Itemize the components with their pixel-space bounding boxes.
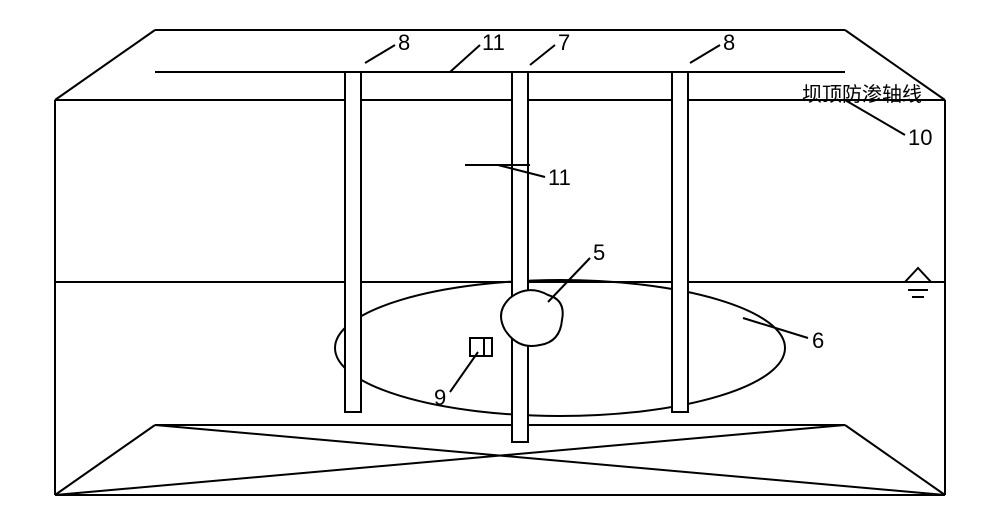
label-8b: 8 [723,30,735,56]
small-box [470,338,492,356]
borehole-left [345,72,361,412]
label-axis-cn: 坝顶防渗轴线 [802,78,922,107]
leader-8b [690,45,720,63]
label-11b: 11 [548,165,571,191]
box-diag-1 [55,425,845,495]
leader-11a [450,45,480,72]
blob-shape [501,290,563,346]
label-7: 7 [558,30,570,56]
boreholes [345,72,688,442]
leader-6 [743,318,808,338]
box-top-left [55,30,155,100]
borehole-right [672,72,688,412]
label-5: 5 [593,240,605,266]
label-8a: 8 [398,30,410,56]
leader-9 [450,352,478,392]
label-9: 9 [434,385,446,411]
box-diag-2 [155,425,945,495]
label-6: 6 [812,328,824,354]
box-bottom-right [845,425,945,495]
leader-8a [365,45,395,63]
water-symbol [905,268,931,297]
small-box-group [470,338,492,356]
water-triangle [905,268,931,282]
borehole-center [512,72,528,442]
label-10: 10 [908,125,932,151]
label-11a: 11 [482,30,505,56]
leader-7 [530,45,555,65]
box-bottom-left [55,425,155,495]
seepage-ellipse [335,280,785,416]
